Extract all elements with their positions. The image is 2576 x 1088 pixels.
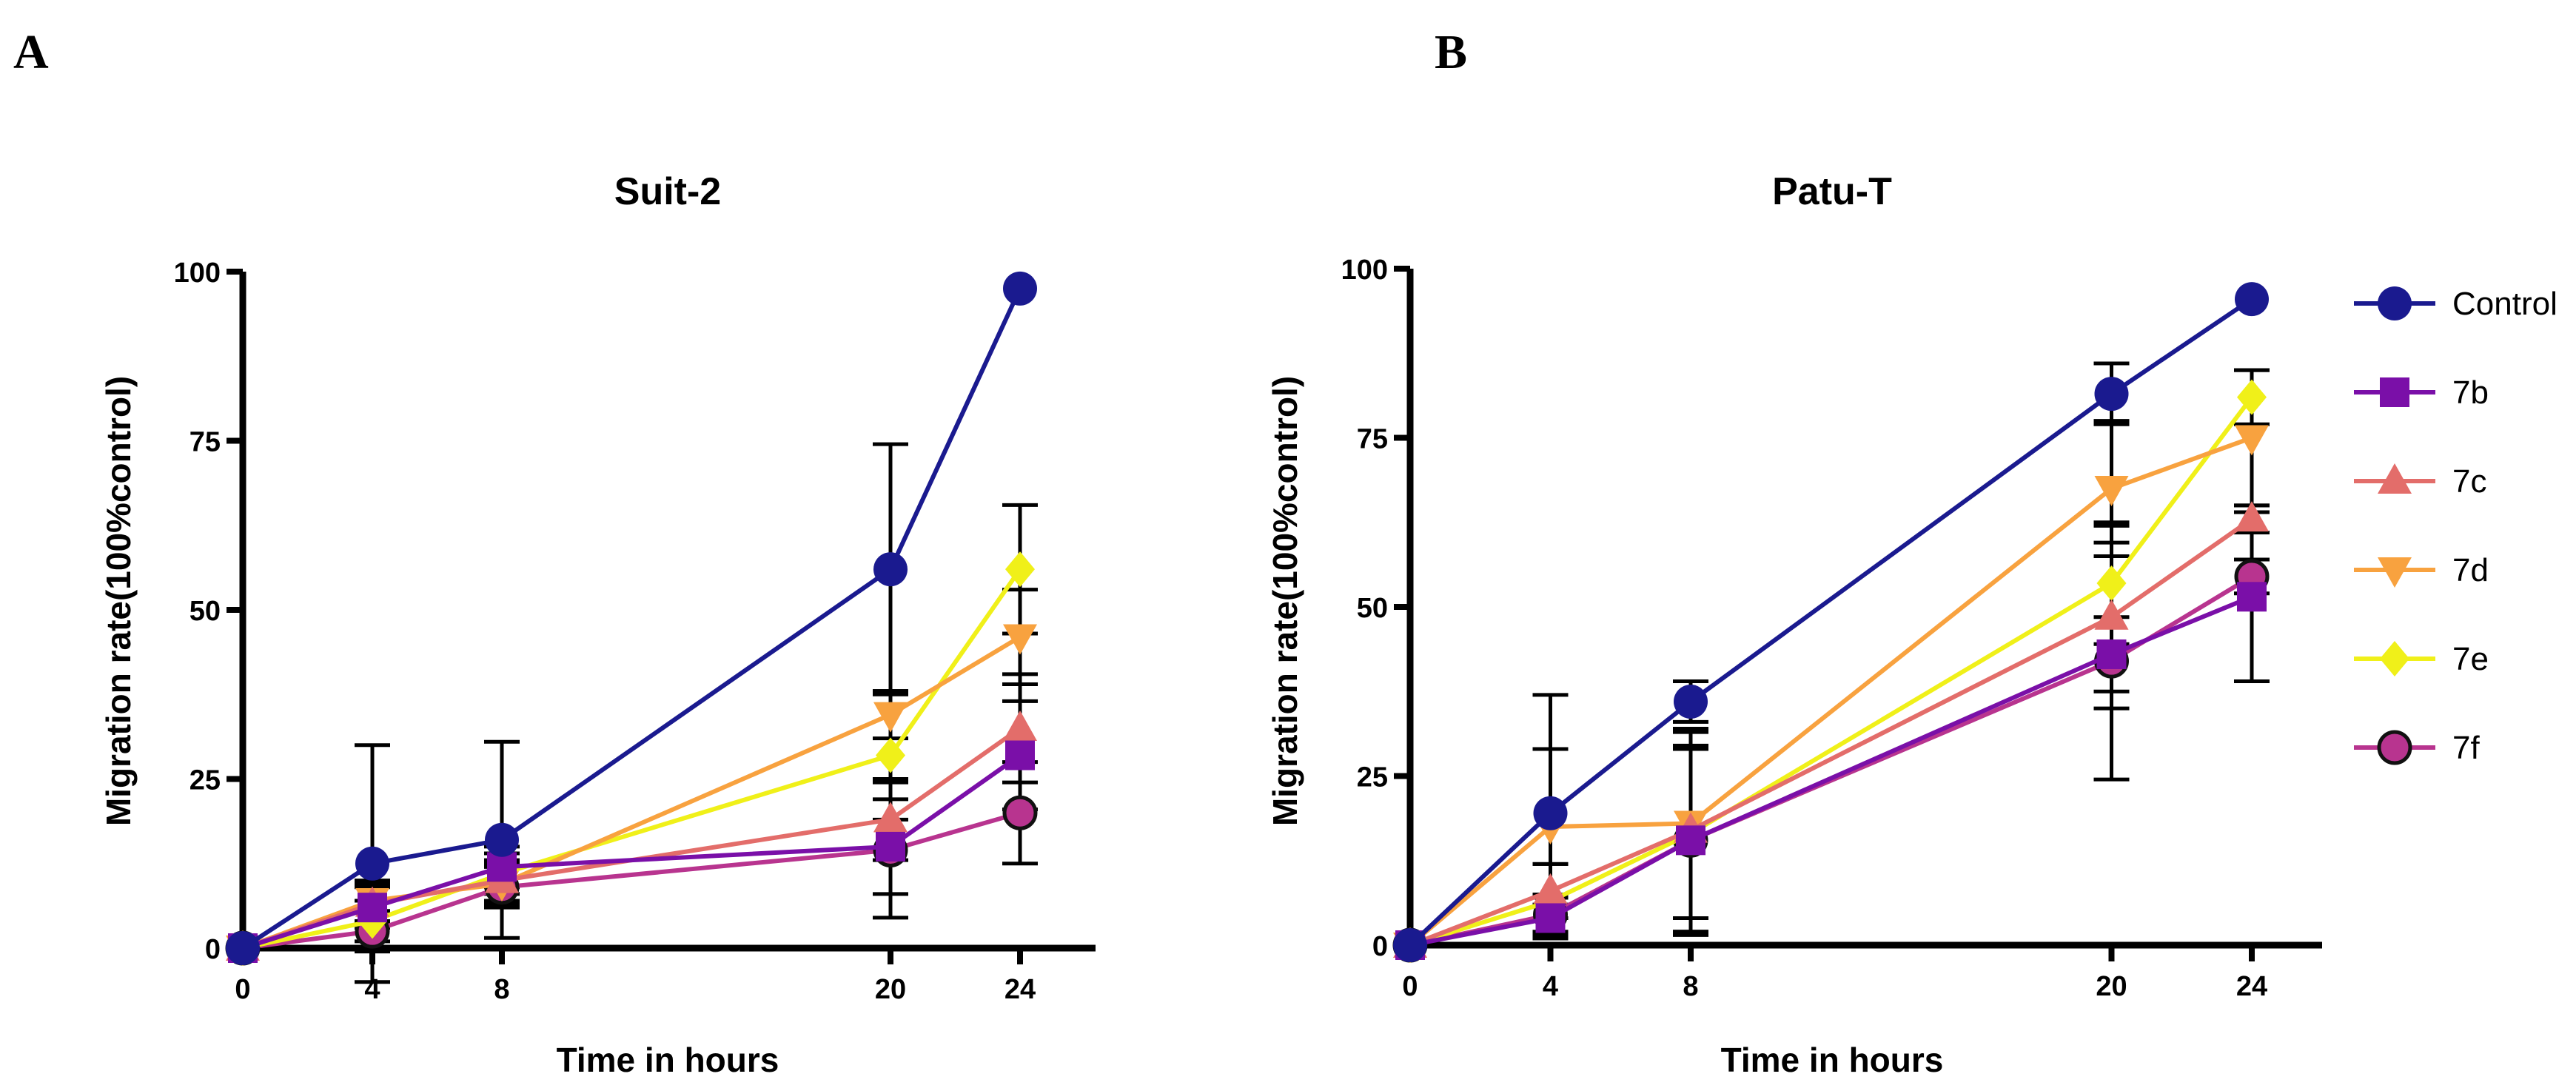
legend-label: 7b bbox=[2452, 375, 2489, 411]
x-tick-label: 4 bbox=[1543, 971, 1558, 1002]
series-Control bbox=[226, 271, 1037, 965]
legend: Control 7b 7c 7d 7e 7f bbox=[2354, 286, 2557, 766]
error-bars-7e bbox=[355, 503, 1038, 944]
data-point bbox=[2237, 582, 2267, 612]
data-point bbox=[1003, 624, 1037, 655]
y-tick-label: 100 bbox=[1341, 255, 1388, 286]
y-tick-label: 75 bbox=[189, 427, 221, 458]
legend-item: 7b bbox=[2354, 375, 2489, 411]
series-7d bbox=[1393, 425, 2269, 963]
legend-label: 7d bbox=[2452, 552, 2489, 588]
data-point bbox=[2094, 377, 2129, 412]
legend-item: 7e bbox=[2354, 641, 2489, 677]
data-point bbox=[1676, 825, 1705, 856]
data-point bbox=[2094, 476, 2129, 507]
series-7e bbox=[1395, 379, 2267, 963]
x-axis-label: Time in hours bbox=[557, 1041, 779, 1079]
panel-letter-a: A bbox=[13, 25, 49, 79]
legend-marker bbox=[2380, 377, 2409, 407]
y-tick-label: 100 bbox=[174, 258, 221, 289]
legend-label: Control bbox=[2452, 286, 2557, 322]
data-point bbox=[1535, 903, 1566, 933]
data-point bbox=[1533, 873, 1568, 904]
data-point bbox=[1003, 710, 1037, 741]
data-point bbox=[1393, 928, 1427, 962]
chart-title: Suit-2 bbox=[614, 170, 721, 213]
x-tick-label: 20 bbox=[2096, 971, 2127, 1002]
chart-suit-2: Suit-2 Time in hours Migration rate(100%… bbox=[99, 170, 1096, 1079]
series-7b bbox=[228, 740, 1035, 963]
data-point bbox=[1002, 795, 1038, 830]
legend-label: 7f bbox=[2452, 730, 2480, 766]
series-7e bbox=[228, 551, 1035, 966]
data-point bbox=[876, 737, 905, 773]
error-bars-7d bbox=[355, 588, 1038, 923]
data-point bbox=[485, 822, 519, 857]
legend-label: 7c bbox=[2452, 463, 2486, 500]
y-tick-label: 75 bbox=[1357, 424, 1388, 455]
data-point bbox=[487, 852, 517, 882]
data-point bbox=[2096, 639, 2127, 669]
data-point bbox=[358, 893, 387, 923]
x-tick-label: 24 bbox=[1004, 974, 1036, 1005]
y-axis-label: Migration rate(100%control) bbox=[99, 376, 138, 826]
data-point bbox=[226, 931, 260, 965]
x-tick-label: 0 bbox=[1402, 971, 1418, 1002]
x-tick-label: 8 bbox=[1683, 971, 1698, 1002]
y-tick-label: 25 bbox=[1357, 762, 1388, 793]
data-point bbox=[1533, 796, 1568, 830]
data-point bbox=[2235, 501, 2269, 532]
legend-marker bbox=[2380, 641, 2409, 676]
x-tick-label: 8 bbox=[494, 974, 509, 1005]
axes: 0 25 50 75 100 0 4 8 20 24 bbox=[1341, 255, 2322, 1002]
data-point bbox=[1005, 551, 1035, 588]
x-axis-label: Time in hours bbox=[1721, 1041, 1944, 1079]
legend-item: 7f bbox=[2354, 730, 2480, 766]
legend-item: 7c bbox=[2354, 463, 2486, 500]
panel-letter-b: B bbox=[1435, 25, 1467, 79]
legend-item: Control bbox=[2354, 286, 2557, 322]
legend-marker bbox=[2377, 730, 2412, 765]
data-point bbox=[1003, 271, 1037, 306]
y-tick-label: 0 bbox=[1372, 931, 1388, 962]
series-layer bbox=[225, 271, 1038, 984]
legend-item: 7d bbox=[2354, 552, 2489, 588]
data-point bbox=[2094, 599, 2129, 630]
data-point bbox=[876, 831, 905, 862]
series-layer bbox=[1392, 282, 2270, 963]
chart-title: Patu-T bbox=[1772, 170, 1892, 213]
data-point bbox=[873, 702, 908, 733]
data-point bbox=[2096, 565, 2127, 602]
data-point bbox=[1674, 684, 1708, 719]
y-tick-label: 0 bbox=[205, 934, 221, 965]
legend-marker bbox=[2378, 286, 2412, 320]
data-point bbox=[873, 802, 908, 833]
legend-marker bbox=[2378, 557, 2412, 588]
series-7b bbox=[1395, 582, 2267, 960]
chart-patu-t: Patu-T Time in hours Migration rate(100%… bbox=[1266, 170, 2322, 1079]
y-axis-label: Migration rate(100%control) bbox=[1266, 376, 1304, 826]
y-tick-label: 50 bbox=[189, 596, 221, 627]
y-tick-label: 50 bbox=[1357, 593, 1388, 624]
error-bars-7d bbox=[1532, 368, 2270, 920]
data-point bbox=[1005, 740, 1035, 770]
error-bars-Control bbox=[355, 442, 908, 984]
y-tick-label: 25 bbox=[189, 765, 221, 796]
x-tick-label: 0 bbox=[235, 974, 250, 1005]
series-Control bbox=[1393, 282, 2269, 962]
data-point bbox=[355, 846, 389, 881]
legend-marker bbox=[2378, 463, 2412, 494]
data-point bbox=[2235, 282, 2269, 317]
x-tick-label: 24 bbox=[2236, 971, 2267, 1002]
legend-label: 7e bbox=[2452, 641, 2489, 677]
data-point bbox=[2235, 425, 2269, 456]
data-point bbox=[2237, 379, 2267, 415]
data-point bbox=[873, 552, 908, 587]
x-tick-label: 20 bbox=[875, 974, 906, 1005]
series-7c bbox=[1393, 501, 2269, 958]
